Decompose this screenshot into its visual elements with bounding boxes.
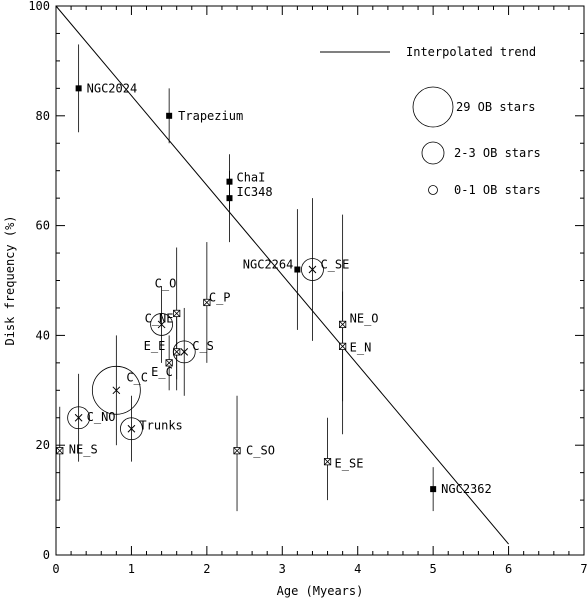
legend-size-small-label: 0-1 OB stars — [454, 183, 541, 197]
point-label-e-se: E_SE — [335, 457, 364, 471]
point-label-c-s: C_S — [192, 339, 214, 353]
point-label-ne-s: NE_S — [69, 443, 98, 457]
point-label-trapezium: Trapezium — [178, 109, 243, 123]
y-axis-label: Disk frequency (%) — [3, 215, 17, 345]
legend: Interpolated trend 29 OB stars 2-3 OB st… — [320, 45, 541, 197]
point-label-chai: ChaI — [236, 171, 265, 185]
filled-square-marker — [166, 112, 173, 119]
point-label-ne-o: NE_O — [350, 311, 379, 325]
legend-size-small-icon — [428, 185, 438, 195]
cross-marker — [157, 320, 166, 329]
y-tick-label: 40 — [36, 328, 50, 342]
trend-line — [55, 5, 509, 545]
point-label-c-c: C_C — [126, 370, 148, 384]
legend-size-medium-icon — [421, 141, 445, 165]
point-label-ngc2362: NGC2362 — [441, 482, 492, 496]
legend-size-large-icon — [412, 86, 454, 128]
point-label-c-se: C_SE — [320, 258, 349, 272]
y-tick-label: 0 — [43, 548, 50, 562]
point-label-ngc2264: NGC2264 — [243, 258, 294, 272]
crossed-square-diag — [173, 309, 181, 317]
x-axis-label: Age (Myears) — [277, 584, 364, 598]
filled-square-marker — [226, 195, 233, 202]
filled-square-marker — [294, 266, 301, 273]
cross-marker — [308, 265, 317, 274]
filled-square-marker — [75, 85, 82, 92]
crossed-square-diag — [173, 348, 181, 356]
axis-ticks: 0 1 2 3 4 5 6 7 0 20 40 60 80 100 — [28, 0, 587, 576]
cross-marker — [74, 413, 83, 422]
y-tick-label: 60 — [36, 219, 50, 233]
point-label-e-n: E_N — [350, 340, 372, 354]
ob-size-circle — [91, 365, 141, 415]
x-tick-label: 5 — [430, 562, 437, 576]
ob-size-circle — [150, 313, 174, 336]
x-tick-label: 1 — [128, 562, 135, 576]
crossed-square-diag — [165, 359, 173, 367]
point-label-c-p: C_P — [209, 290, 231, 304]
ob-size-circle — [172, 340, 196, 364]
cross-marker — [112, 386, 121, 395]
y-tick-label: 80 — [36, 109, 50, 123]
cross-marker — [127, 424, 136, 433]
crossed-square-diag — [56, 447, 64, 455]
point-label-c-no: C_NO — [87, 410, 116, 424]
point-label-c-o: C_O — [155, 276, 177, 290]
point-label-ic348: IC348 — [236, 185, 272, 199]
data-markers — [56, 85, 437, 493]
x-tick-label: 2 — [203, 562, 210, 576]
ob-size-circle — [67, 406, 91, 430]
cross-marker — [180, 348, 189, 356]
ob-size-circle — [120, 417, 143, 441]
ob-size-circle — [301, 258, 324, 281]
point-label-c-ne: C_NE — [145, 311, 174, 325]
crossed-square-diag — [339, 320, 347, 328]
point-label-e-e: E_E — [144, 339, 166, 353]
point-label-e-c: E_C — [151, 365, 173, 379]
filled-square-marker — [226, 178, 233, 185]
point-label-ngc2024: NGC2024 — [87, 81, 138, 95]
x-tick-label: 4 — [354, 562, 361, 576]
crossed-square-diag — [203, 298, 211, 306]
error-bars — [59, 44, 434, 512]
crossed-square-diag — [339, 342, 347, 350]
point-label-trunks: Trunks — [139, 419, 182, 433]
crossed-square-diag — [324, 458, 332, 466]
filled-square-marker — [430, 486, 437, 493]
y-tick-label: 100 — [28, 0, 50, 13]
x-tick-label: 0 — [52, 562, 59, 576]
point-label-c-so: C_SO — [246, 444, 275, 458]
trend-line-group — [55, 5, 509, 545]
legend-trend-label: Interpolated trend — [406, 45, 536, 59]
y-tick-label: 20 — [36, 438, 50, 452]
x-tick-label: 3 — [279, 562, 286, 576]
legend-size-medium-label: 2-3 OB stars — [454, 146, 541, 160]
x-tick-label: 6 — [505, 562, 512, 576]
x-tick-label: 7 — [580, 562, 587, 576]
crossed-square-diag — [233, 447, 241, 455]
legend-size-large-label: 29 OB stars — [456, 100, 535, 114]
